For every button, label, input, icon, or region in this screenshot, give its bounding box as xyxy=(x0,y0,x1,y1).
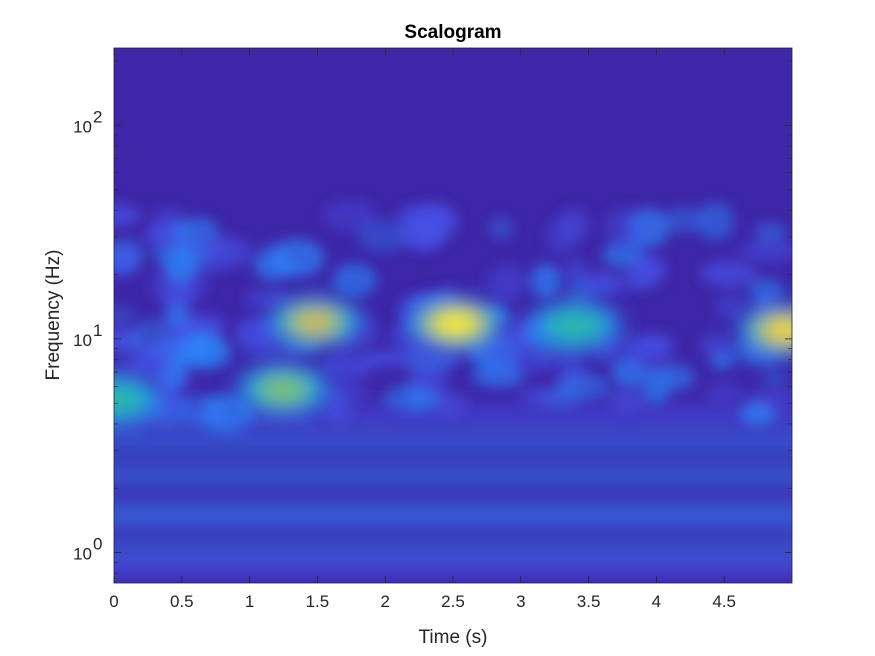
texture-blob xyxy=(664,206,703,235)
texture-blob xyxy=(407,203,458,242)
x-tick-label: 0.5 xyxy=(170,592,194,611)
energy-band xyxy=(114,560,792,575)
texture-blob xyxy=(705,381,744,404)
texture-blob xyxy=(185,336,233,370)
texture-blob xyxy=(748,278,785,303)
texture-blob xyxy=(114,204,140,227)
y-tick-label: 10 xyxy=(73,331,92,350)
texture-blob xyxy=(152,242,210,269)
texture-blob xyxy=(179,392,231,430)
texture-blob xyxy=(627,256,659,290)
texture-blob xyxy=(642,368,671,405)
x-tick-label: 1.5 xyxy=(306,592,330,611)
texture-blob xyxy=(488,216,513,240)
energy-band xyxy=(114,464,792,487)
texture-blob xyxy=(332,263,377,298)
texture-blob xyxy=(114,237,146,271)
texture-blob xyxy=(407,370,449,394)
y-tick-exponent: 1 xyxy=(93,321,102,340)
texture-blob xyxy=(361,350,407,367)
chart-title: Scalogram xyxy=(404,22,501,43)
texture-blob xyxy=(517,386,557,406)
hotspot xyxy=(260,376,307,403)
texture-blob xyxy=(746,388,792,406)
hotspot xyxy=(439,314,473,334)
texture-blob xyxy=(243,343,297,364)
texture-blob xyxy=(700,260,756,287)
y-axis-label: Frequency (Hz) xyxy=(43,250,64,381)
energy-band xyxy=(114,539,792,556)
texture-blob xyxy=(320,382,369,403)
texture-blob xyxy=(563,259,589,282)
texture-blob xyxy=(699,332,733,355)
hotspot xyxy=(548,310,603,341)
texture-blob xyxy=(740,401,776,426)
x-tick-label: 3.5 xyxy=(577,592,601,611)
texture-blob xyxy=(470,364,526,389)
x-tick-label: 0 xyxy=(109,592,118,611)
x-tick-label: 2.5 xyxy=(441,592,465,611)
x-tick-label: 4.5 xyxy=(712,592,736,611)
texture-blob xyxy=(696,201,735,241)
x-axis-label: Time (s) xyxy=(419,627,488,648)
texture-blob xyxy=(171,217,220,246)
x-tick-label: 4 xyxy=(652,592,661,611)
texture-blob xyxy=(357,219,408,253)
x-tick-label: 3 xyxy=(516,592,525,611)
x-tick-label: 1 xyxy=(245,592,254,611)
texture-blob xyxy=(114,306,135,323)
texture-blob xyxy=(709,350,735,370)
y-tick-exponent: 0 xyxy=(93,535,102,554)
texture-blob xyxy=(714,292,748,320)
texture-blob xyxy=(754,222,787,243)
hotspot xyxy=(767,319,792,341)
texture-blob xyxy=(605,207,646,245)
texture-blob xyxy=(530,263,562,299)
texture-blob xyxy=(322,352,374,381)
texture-blob xyxy=(555,372,611,401)
texture-blob xyxy=(486,264,527,303)
energy-band xyxy=(114,503,792,526)
y-tick-exponent: 2 xyxy=(93,107,102,126)
texture-blob xyxy=(740,240,792,263)
texture-blob xyxy=(557,208,589,243)
y-tick-label: 10 xyxy=(73,545,92,564)
energy-band xyxy=(114,432,792,451)
hotspot xyxy=(114,384,144,415)
texture-blob xyxy=(322,199,376,231)
x-tick-label: 2 xyxy=(380,592,389,611)
texture-blob xyxy=(608,388,647,412)
texture-blob xyxy=(515,351,557,373)
texture-blob xyxy=(244,289,291,309)
y-tick-label: 10 xyxy=(73,117,92,136)
hotspot xyxy=(294,310,335,334)
plot-area xyxy=(114,48,792,583)
texture-blob xyxy=(253,254,301,280)
x-axis-ticks: 0 0.5 1 1.5 2 2.5 3 3.5 4 4.5 xyxy=(109,48,736,611)
texture-blob xyxy=(614,332,649,352)
texture-blob xyxy=(760,369,790,386)
